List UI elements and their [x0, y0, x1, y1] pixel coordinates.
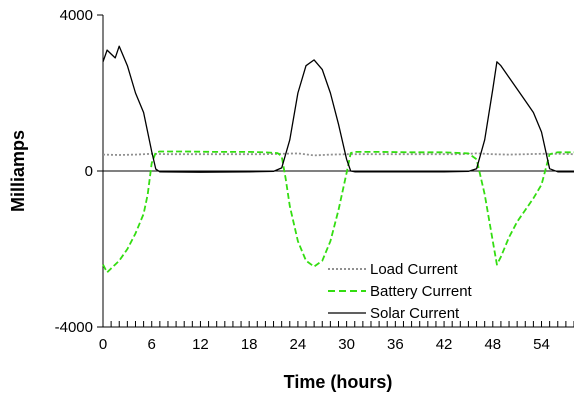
- y-tick-label: -4000: [55, 319, 93, 336]
- x-tick-label: 0: [99, 336, 107, 353]
- y-axis-title: Milliamps: [8, 130, 28, 212]
- legend: Load Current Battery Current Solar Curre…: [328, 261, 473, 322]
- x-tick-label: 30: [338, 336, 355, 353]
- series-line-solar-current: [102, 45, 574, 173]
- x-tick-label: 36: [387, 336, 404, 353]
- x-tick-labels: 0 6 12 18 24 30 36 42 48 54: [99, 336, 550, 353]
- x-tick-label: 24: [290, 336, 307, 353]
- series-layer: [102, 45, 574, 274]
- y-ticks: [97, 14, 103, 328]
- x-tick-label: 6: [148, 336, 156, 353]
- x-minor-ticks: [102, 321, 574, 327]
- x-axis-title: Time (hours): [284, 372, 393, 392]
- x-tick-label: 48: [484, 336, 501, 353]
- x-tick-label: 12: [192, 336, 209, 353]
- y-tick-label: 0: [85, 163, 93, 180]
- legend-label-load-current: Load Current: [370, 261, 458, 278]
- y-tick-label: 4000: [60, 7, 93, 24]
- legend-label-battery-current: Battery Current: [370, 283, 473, 300]
- series-line-load-current: [102, 152, 574, 157]
- x-tick-label: 42: [436, 336, 453, 353]
- legend-label-solar-current: Solar Current: [370, 305, 460, 322]
- x-tick-label: 54: [533, 336, 550, 353]
- series-line-battery-current: [102, 150, 574, 274]
- x-tick-label: 18: [241, 336, 258, 353]
- y-tick-labels: -4000 0 4000: [55, 7, 93, 336]
